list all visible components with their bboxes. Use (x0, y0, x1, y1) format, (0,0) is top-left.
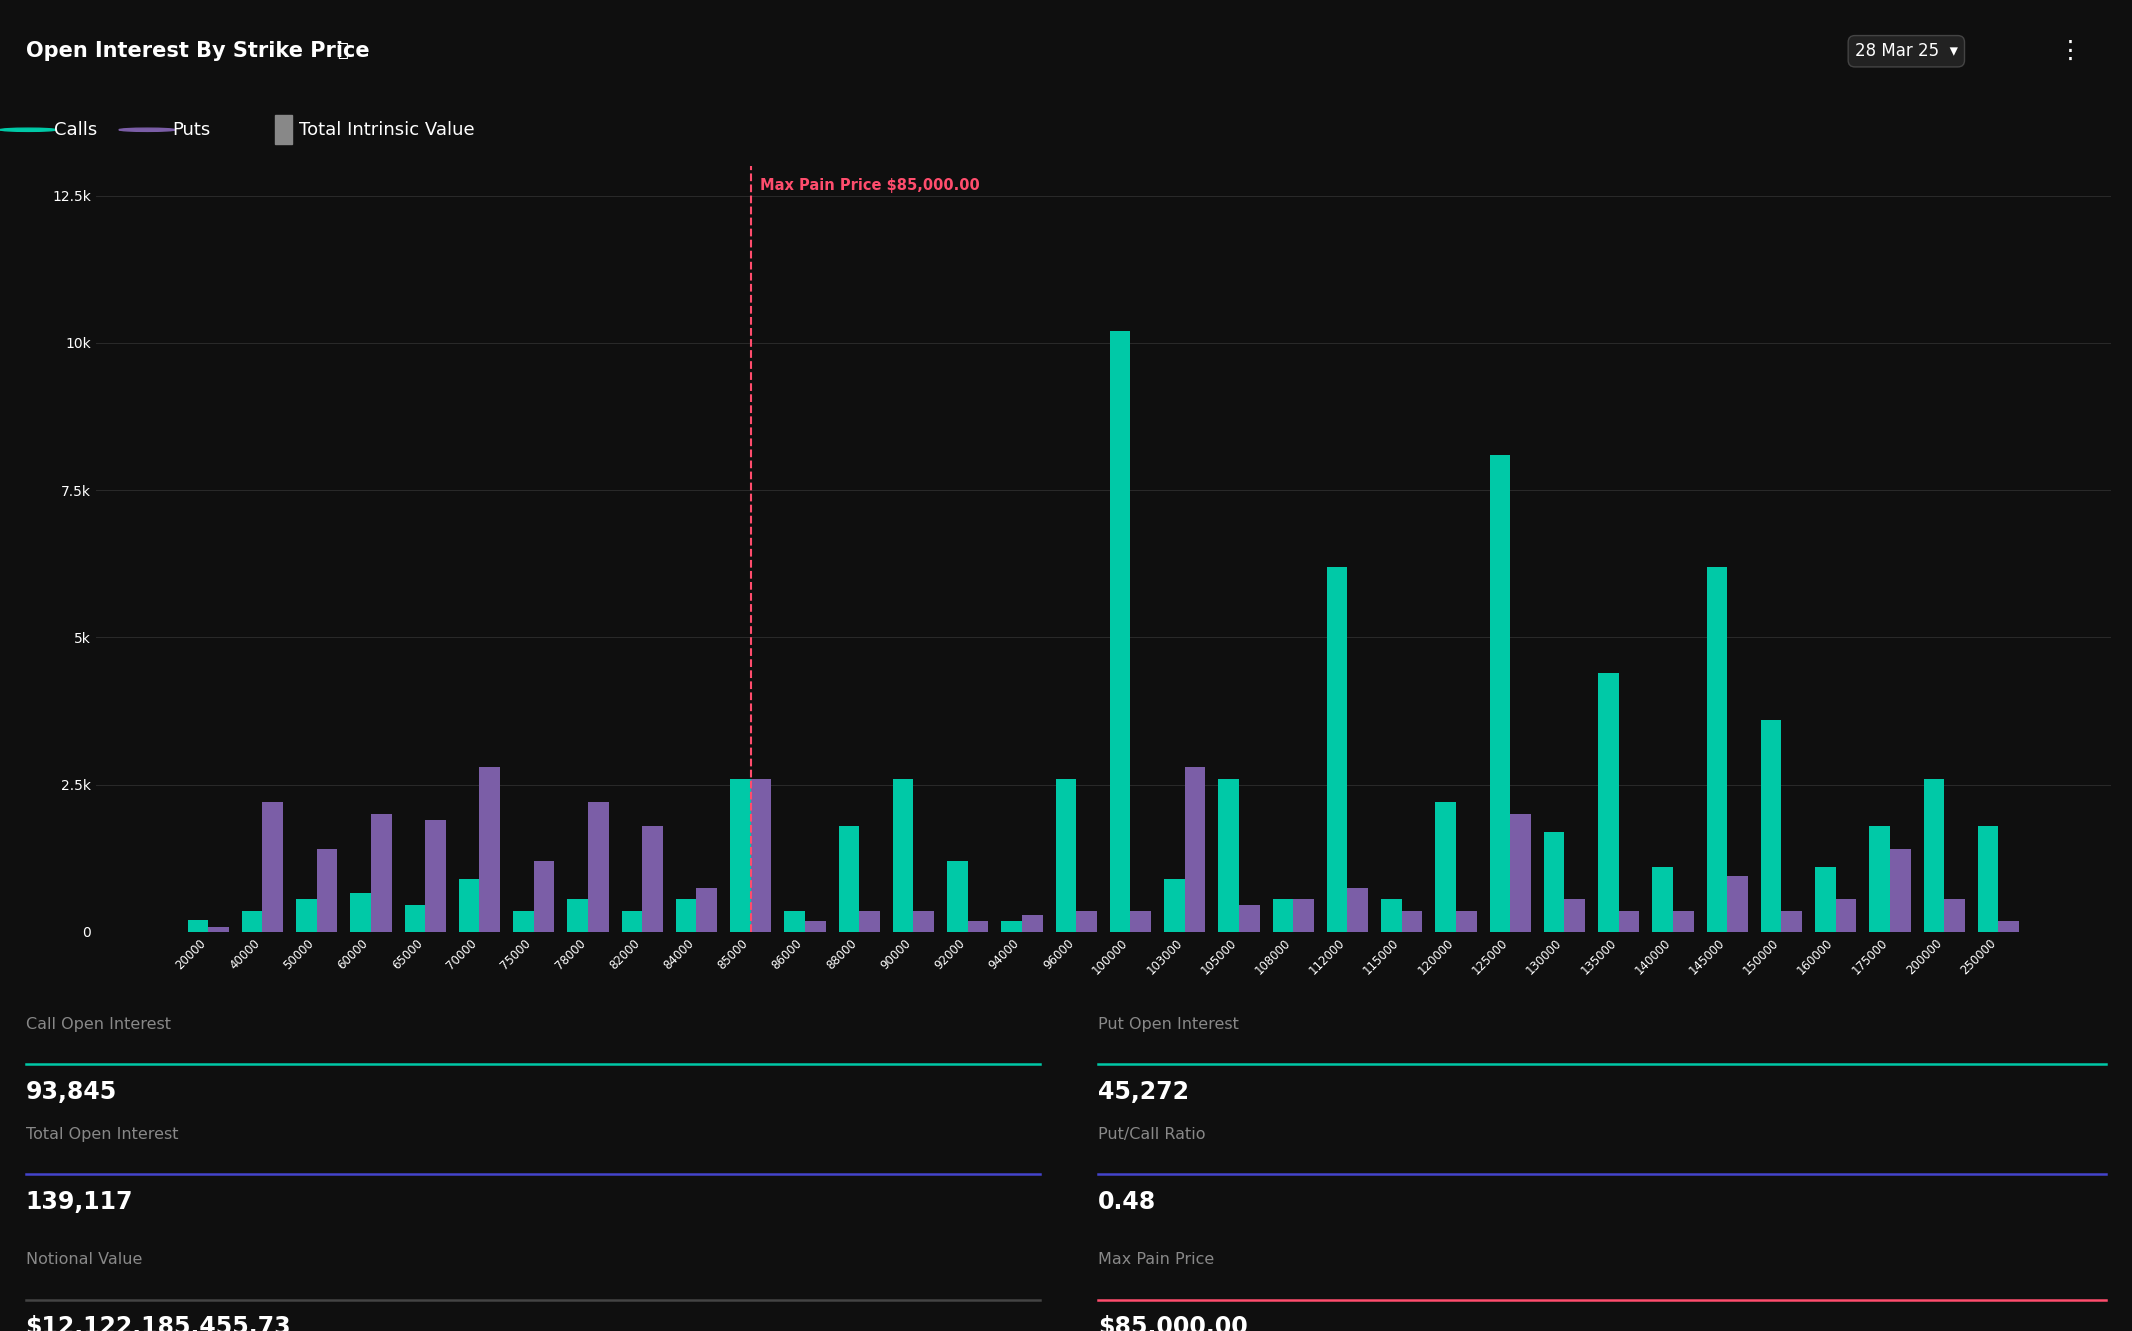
Bar (676, 900, 697, 932)
Bar (1706, 567, 1727, 932)
Bar (1401, 912, 1422, 932)
Bar (1294, 900, 1313, 932)
Text: Calls: Calls (53, 121, 96, 138)
Bar (1923, 779, 1944, 932)
Bar (1782, 912, 1802, 932)
Bar (1185, 767, 1205, 932)
Text: ⓘ: ⓘ (337, 43, 348, 60)
Bar (188, 920, 209, 932)
Bar (1544, 832, 1565, 932)
Bar (458, 878, 480, 932)
Bar (1002, 921, 1021, 932)
Bar (1978, 825, 1998, 932)
Text: Put Open Interest: Put Open Interest (1098, 1017, 1239, 1032)
Bar (623, 912, 642, 932)
Bar (1814, 866, 1836, 932)
Bar (296, 900, 318, 932)
Bar (480, 767, 501, 932)
Text: 93,845: 93,845 (26, 1079, 117, 1103)
Bar (371, 815, 392, 932)
Bar (1674, 912, 1693, 932)
Bar (1652, 866, 1674, 932)
Text: ⋮: ⋮ (2057, 39, 2083, 64)
Text: Notional Value: Notional Value (26, 1252, 143, 1267)
Bar (729, 779, 750, 932)
Bar (1761, 720, 1782, 932)
Bar (262, 803, 284, 932)
Bar (642, 825, 663, 932)
Bar (1239, 905, 1260, 932)
Bar (1727, 876, 1748, 932)
Bar (1490, 455, 1509, 932)
Text: 45,272: 45,272 (1098, 1079, 1190, 1103)
Bar (912, 912, 934, 932)
Bar (514, 912, 533, 932)
Text: Put/Call Ratio: Put/Call Ratio (1098, 1127, 1205, 1142)
Bar (838, 825, 859, 932)
Bar (1944, 900, 1966, 932)
Bar (893, 779, 912, 932)
Bar (947, 861, 968, 932)
Text: 139,117: 139,117 (26, 1190, 132, 1214)
Bar (424, 820, 446, 932)
Text: Total Open Interest: Total Open Interest (26, 1127, 179, 1142)
Bar (1889, 849, 1910, 932)
Bar (1998, 921, 2019, 932)
Text: Total Intrinsic Value: Total Intrinsic Value (298, 121, 475, 138)
Bar (1870, 825, 1889, 932)
Text: Open Interest By Strike Price: Open Interest By Strike Price (26, 41, 369, 61)
Bar (750, 779, 772, 932)
Circle shape (119, 128, 175, 132)
Bar (1077, 912, 1096, 932)
Bar (1456, 912, 1477, 932)
Text: Max Pain Price $85,000.00: Max Pain Price $85,000.00 (761, 178, 981, 193)
Bar (1565, 900, 1584, 932)
Text: Max Pain Price: Max Pain Price (1098, 1252, 1215, 1267)
Bar (1217, 779, 1239, 932)
Text: $85,000.00: $85,000.00 (1098, 1315, 1247, 1331)
Bar (1347, 888, 1369, 932)
Bar (1130, 912, 1151, 932)
Bar (405, 905, 424, 932)
Text: 0.48: 0.48 (1098, 1190, 1156, 1214)
Bar (209, 926, 228, 932)
Bar (275, 114, 292, 144)
Bar (1435, 803, 1456, 932)
Bar (785, 912, 806, 932)
Bar (241, 912, 262, 932)
Bar (1618, 912, 1640, 932)
Bar (859, 912, 881, 932)
Text: 28 Mar 25  ▾: 28 Mar 25 ▾ (1855, 43, 1957, 60)
Text: $12,122,185,455.73: $12,122,185,455.73 (26, 1315, 292, 1331)
Bar (1273, 900, 1294, 932)
Bar (697, 888, 716, 932)
Bar (1382, 900, 1401, 932)
Text: Call Open Interest: Call Open Interest (26, 1017, 171, 1032)
Text: Puts: Puts (173, 121, 211, 138)
Bar (1055, 779, 1077, 932)
Bar (567, 900, 588, 932)
Bar (1111, 331, 1130, 932)
Bar (1509, 815, 1531, 932)
Bar (1599, 672, 1618, 932)
Bar (533, 861, 554, 932)
Bar (318, 849, 337, 932)
Bar (350, 893, 371, 932)
Bar (1326, 567, 1347, 932)
Bar (806, 921, 825, 932)
Bar (1836, 900, 1857, 932)
Bar (968, 921, 989, 932)
Bar (1164, 878, 1185, 932)
Bar (1021, 916, 1043, 932)
Circle shape (0, 128, 55, 132)
Bar (588, 803, 608, 932)
